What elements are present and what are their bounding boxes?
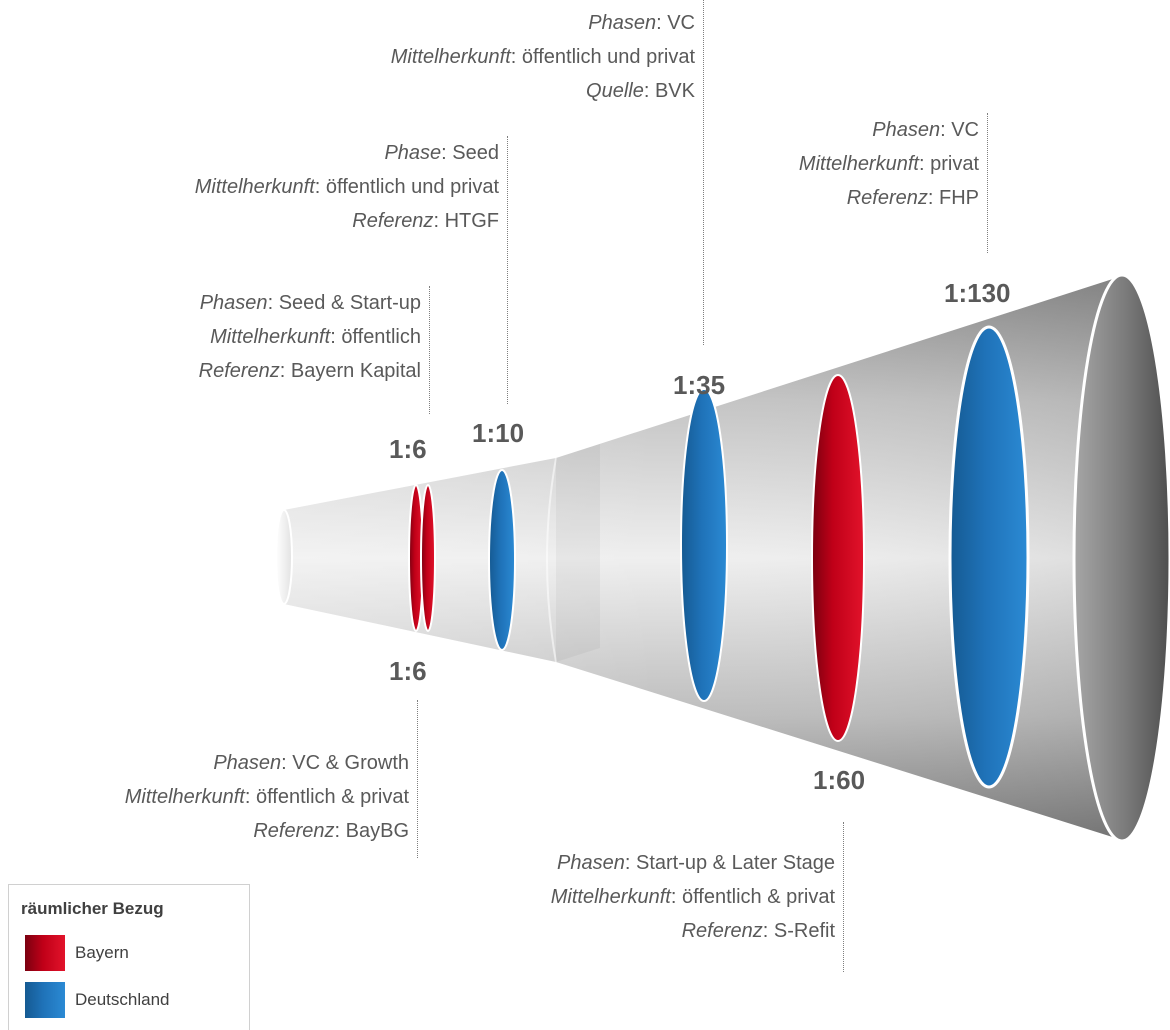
annotation-value: Seed & Start-up — [278, 292, 421, 314]
funnel-seam — [546, 457, 557, 663]
legend-label: Deutschland — [75, 990, 170, 1009]
ratio-fhp: 1:130 — [944, 278, 1011, 308]
annotation-value: öffentlich — [341, 326, 421, 348]
annotation-key: Phasen — [213, 752, 282, 774]
legend: räumlicher Bezug Bayern Deutschland — [8, 884, 250, 1030]
annotation-key: Mittelherkunft — [124, 786, 245, 808]
annotation-value: Seed — [452, 142, 499, 164]
legend-label: Bayern — [75, 943, 129, 962]
annotation-key: Phase — [384, 142, 442, 164]
ratio-bvk: 1:35 — [673, 370, 726, 400]
annotation-value: öffentlich und privat — [521, 46, 695, 68]
legend-title: räumlicher Bezug — [21, 899, 164, 918]
funnel-start-opening — [275, 509, 293, 605]
funnel-end-cap — [1072, 273, 1170, 843]
annotation-baybg: Phasen: VC & Growth Mittelherkunft: öffe… — [125, 700, 418, 858]
annotation-value: S-Refit — [773, 920, 835, 942]
annotation-key: Mittelherkunft — [194, 176, 315, 198]
annotation-key: Mittelherkunft — [550, 886, 671, 908]
annotation-value: öffentlich und privat — [325, 176, 499, 198]
annotation-fhp: Phasen: VC Mittelherkunft: privat Refere… — [799, 113, 988, 253]
disc-bayern-kapital-bayern — [420, 484, 436, 632]
annotation-value: FHP — [939, 187, 979, 209]
annotation-value: VC & Growth — [292, 752, 409, 774]
annotation-key: Phasen — [588, 12, 657, 34]
disc-fhp-deutschland — [948, 325, 1030, 789]
annotation-bayern-kapital: Phasen: Seed & Start-up Mittelherkunft: … — [199, 286, 430, 414]
annotation-value: privat — [930, 153, 979, 175]
annotation-key: Mittelherkunft — [798, 153, 919, 175]
disc-s-refit-bayern — [811, 374, 865, 742]
ratio-bayern-kapital: 1:6 — [389, 434, 427, 464]
disc-bvk-deutschland — [680, 388, 728, 702]
ratio-htgf: 1:10 — [472, 418, 525, 448]
annotation-bvk: Phasen: VC Mittelherkunft: öffentlich un… — [391, 0, 704, 345]
annotation-key: Referenz — [352, 210, 434, 232]
annotation-value: BVK — [654, 80, 695, 102]
annotation-value: BayBG — [345, 820, 409, 842]
annotation-value: VC — [667, 12, 695, 34]
annotation-key: Referenz — [681, 920, 763, 942]
legend-item-deutschland: Deutschland — [25, 982, 170, 1018]
disc-htgf-deutschland — [488, 469, 516, 651]
annotation-key: Phasen — [872, 119, 941, 141]
annotation-key: Mittelherkunft — [390, 46, 511, 68]
legend-swatch-deutschland — [25, 982, 65, 1018]
ratio-s-refit: 1:60 — [813, 765, 866, 795]
annotation-key: Referenz — [198, 360, 280, 382]
legend-swatch-bayern — [25, 935, 65, 971]
annotation-value: öffentlich & privat — [681, 886, 835, 908]
annotation-htgf: Phase: Seed Mittelherkunft: öffentlich u… — [195, 136, 508, 404]
annotation-value: HTGF — [444, 210, 499, 232]
annotation-key: Referenz — [846, 187, 928, 209]
annotation-value: öffentlich & privat — [255, 786, 409, 808]
annotation-key: Phasen — [557, 852, 625, 874]
annotation-s-refit: Phasen: Start-up & Later Stage Mittelher… — [551, 822, 844, 972]
funnel-seam-shadow — [556, 444, 600, 662]
ratio-baybg: 1:6 — [389, 656, 427, 686]
annotation-key: Mittelherkunft — [210, 326, 331, 348]
annotation-key: Referenz — [253, 820, 335, 842]
annotation-key: Phasen — [199, 292, 268, 314]
annotation-value: VC — [951, 119, 979, 141]
annotation-value: Start-up & Later Stage — [635, 852, 835, 874]
annotation-value: Bayern Kapital — [290, 360, 421, 382]
legend-item-bayern: Bayern — [25, 935, 129, 971]
annotation-key: Quelle — [586, 80, 644, 102]
